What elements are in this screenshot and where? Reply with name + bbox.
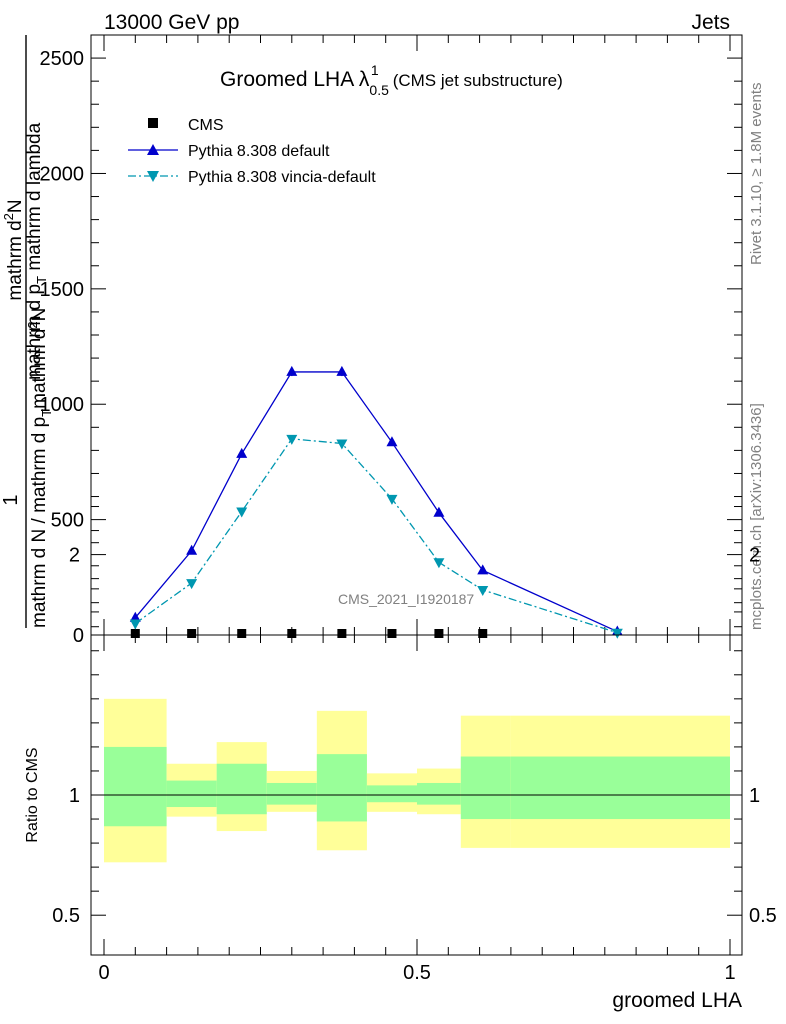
data-point	[286, 365, 298, 376]
legend-item-cms: CMS	[148, 117, 224, 134]
data-point	[386, 436, 398, 447]
header-right: Jets	[691, 11, 730, 34]
mcplots-reference-text: mcplots.cern.ch [arXiv:1306.3436]	[748, 403, 765, 630]
x-tick-label: 0	[98, 962, 109, 984]
legend-label-pythia-default: Pythia 8.308 default	[188, 143, 330, 160]
x-tick-label: 1	[724, 962, 735, 984]
data-point	[186, 579, 198, 590]
data-point	[477, 586, 489, 596]
data-point	[236, 447, 248, 458]
ratio-tick-labels: 0.5 0.5 1 1 2 2 0 0.5 1	[52, 545, 777, 984]
data-point	[187, 629, 197, 638]
x-axis-label: groomed LHA	[612, 989, 742, 1012]
y-tick-label: 2500	[40, 48, 85, 70]
triangle-up-marker-icon	[147, 144, 159, 155]
ratio-axis-ticks	[91, 506, 742, 955]
ratio-y-label: Ratio to CMS	[24, 747, 41, 842]
ratio-y-tick-label: 2	[749, 545, 760, 567]
ratio-green-band	[510, 756, 730, 820]
ratio-y-tick-label: 0.5	[749, 905, 777, 927]
ylabel-denominator: mathrm d N / mathrm d pTmathrm d2N	[25, 308, 54, 628]
data-point	[129, 619, 141, 630]
main-y-tick-labels: 0 500 1000 1500 2000 2500	[40, 48, 85, 647]
data-point	[478, 629, 488, 638]
ratio-y-tick-label: 1	[69, 785, 80, 807]
ylabel-frac-denominator: mathrm d pT mathrm d lambda	[24, 122, 49, 380]
data-point	[237, 629, 247, 638]
ylabel-one: 1	[0, 494, 22, 505]
data-point	[286, 434, 298, 445]
analysis-watermark: CMS_2021_I1920187	[338, 591, 474, 607]
legend-label-pythia-vincia: Pythia 8.308 vincia-default	[188, 169, 376, 186]
ratio-green-band	[104, 746, 167, 827]
data-point	[186, 544, 198, 555]
rivet-version-text: Rivet 3.1.10, ≥ 1.8M events	[748, 83, 765, 266]
ratio-green-band	[366, 785, 417, 803]
ratio-green-band	[417, 782, 461, 805]
ratio-y-tick-label: 0.5	[52, 905, 80, 927]
data-point	[287, 629, 297, 638]
square-marker-icon	[148, 118, 158, 128]
y-tick-label: 2000	[40, 163, 85, 185]
y-tick-label: 1500	[40, 279, 85, 301]
x-tick-label: 0.5	[403, 962, 431, 984]
legend-item-pythia-default: Pythia 8.308 default	[128, 143, 330, 160]
data-point	[387, 629, 397, 638]
data-point	[337, 629, 347, 638]
header-left: 13000 GeV pp	[104, 11, 239, 34]
y-axis-label: 1 mathrm d N / mathrm d pTmathrm d2N mat…	[0, 35, 54, 628]
y-tick-label: 500	[51, 510, 84, 532]
data-point	[477, 564, 489, 575]
data-point	[236, 507, 248, 518]
ratio-green-band	[316, 754, 367, 822]
data-point	[336, 365, 348, 376]
ratio-green-band	[216, 763, 267, 815]
data-point	[336, 439, 348, 450]
data-point	[129, 611, 141, 622]
series-cms	[130, 629, 488, 638]
plot-title: Groomed LHA λ0.51(CMS jet substructure)	[220, 62, 563, 98]
triangle-down-marker-icon	[147, 171, 159, 182]
data-point	[130, 629, 140, 638]
ratio-green-band	[266, 782, 317, 805]
data-point	[433, 558, 445, 569]
series-pythia-8-308-vincia-default	[129, 434, 623, 639]
main-series-layer	[129, 365, 623, 639]
ratio-bands-layer	[104, 698, 730, 863]
legend-label-cms: CMS	[188, 117, 224, 134]
y-tick-label: 1000	[40, 394, 85, 416]
y-tick-label: 0	[73, 625, 84, 647]
ratio-y-tick-label: 2	[69, 545, 80, 567]
ratio-y-tick-label: 1	[749, 785, 760, 807]
ratio-green-band	[460, 756, 511, 820]
ylabel-numerator: mathrm d2N	[1, 199, 26, 300]
ratio-green-band	[166, 780, 217, 808]
data-point	[611, 628, 623, 639]
legend: CMS Pythia 8.308 default Pythia 8.308 vi…	[128, 117, 376, 186]
data-point	[386, 494, 398, 505]
data-point	[433, 506, 445, 517]
data-point	[434, 629, 444, 638]
legend-item-pythia-vincia: Pythia 8.308 vincia-default	[128, 169, 376, 186]
